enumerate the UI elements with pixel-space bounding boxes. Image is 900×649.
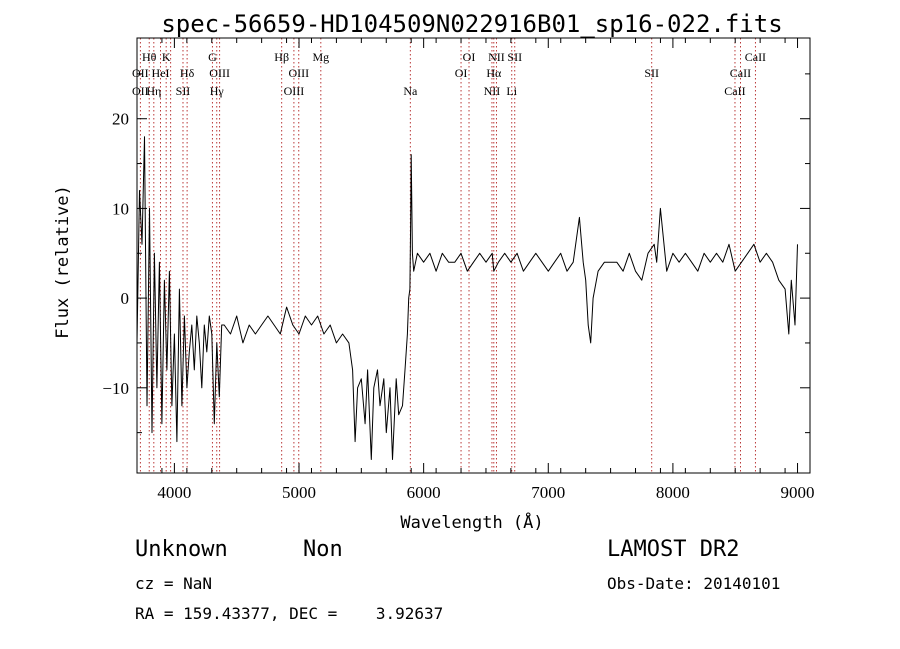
x-tick-label: 7000 xyxy=(531,483,565,502)
line-label: OIII xyxy=(284,84,305,98)
y-tick-label: 0 xyxy=(121,289,130,308)
observation-date: Obs-Date: 20140101 xyxy=(607,574,781,593)
spectral-line-labels: OIIOIIHθHηHeIKHδSIIGOIIIHγHβOIIIOIIIMgNa… xyxy=(132,50,766,98)
coordinates: RA = 159.43377, DEC = 3.92637 xyxy=(135,604,444,623)
y-tick-label: 10 xyxy=(112,199,129,218)
object-subclass: Non xyxy=(303,537,343,562)
line-label: HeI xyxy=(152,66,170,80)
line-label: OII xyxy=(132,66,149,80)
y-tick-label: 20 xyxy=(112,110,129,129)
x-tick-label: 8000 xyxy=(656,483,690,502)
line-label: G xyxy=(208,50,217,64)
x-tick-label: 5000 xyxy=(282,483,316,502)
line-label: CaII xyxy=(745,50,766,64)
line-label: Hα xyxy=(486,66,502,80)
x-tick-label: 6000 xyxy=(407,483,441,502)
redshift-cz: cz = NaN xyxy=(135,574,213,593)
line-label: NII xyxy=(484,84,501,98)
line-label: Hβ xyxy=(274,50,289,64)
plot-frame xyxy=(136,37,811,474)
x-axis-label: Wavelength (Å) xyxy=(400,511,543,533)
line-label: K xyxy=(162,50,171,64)
line-label: SII xyxy=(176,84,191,98)
chart-title: spec-56659-HD104509N022916B01_sp16-022.f… xyxy=(161,10,782,38)
x-tick-label: 9000 xyxy=(781,483,815,502)
line-label: CaII xyxy=(730,66,751,80)
x-tick-label: 4000 xyxy=(157,483,191,502)
line-label: OI xyxy=(463,50,476,64)
line-label: Na xyxy=(403,84,418,98)
line-label: Hη xyxy=(146,84,161,98)
line-label: Hγ xyxy=(210,84,225,98)
spectrum-line-0 xyxy=(136,136,798,460)
line-label: CaII xyxy=(724,84,745,98)
line-label: OIII xyxy=(209,66,230,80)
object-type: Unknown xyxy=(135,537,228,562)
line-label: OIII xyxy=(288,66,309,80)
y-axis-ticks: −10 0 10 20 xyxy=(102,73,810,434)
line-label: SII xyxy=(507,50,522,64)
spectrum-series xyxy=(136,136,798,460)
line-label: SII xyxy=(644,66,659,80)
y-axis-label: Flux (relative) xyxy=(53,185,73,339)
line-label: Mg xyxy=(312,50,329,64)
line-label: OI xyxy=(455,66,468,80)
x-axis-ticks: 4000 5000 6000 7000 8000 9000 xyxy=(136,38,815,502)
line-label: Hδ xyxy=(180,66,195,80)
line-label: Li xyxy=(506,84,517,98)
line-label: NII xyxy=(488,50,505,64)
line-label: OII xyxy=(132,84,149,98)
spectral-line-markers xyxy=(139,38,756,473)
line-label: Hθ xyxy=(142,50,157,64)
y-tick-label: −10 xyxy=(102,379,129,398)
survey-name: LAMOST DR2 xyxy=(607,537,740,562)
